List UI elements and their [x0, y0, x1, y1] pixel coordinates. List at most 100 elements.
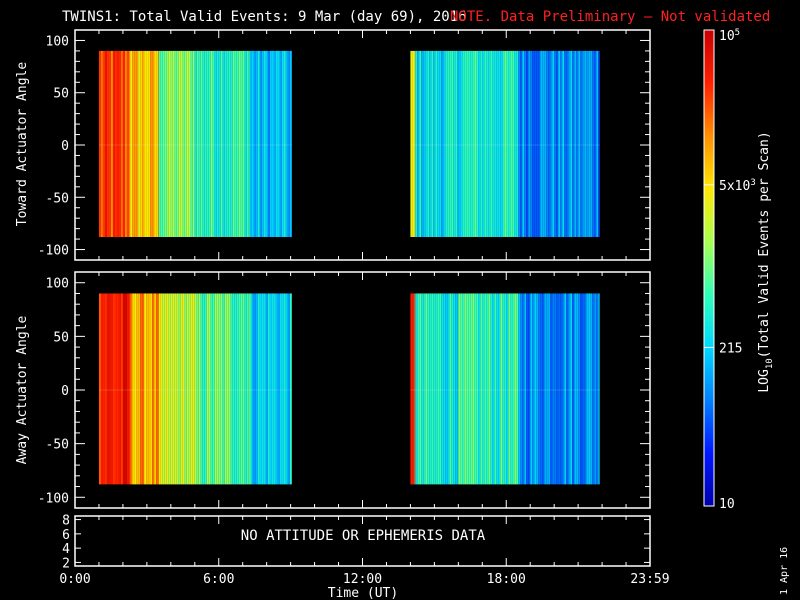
away-heatmap-column — [112, 293, 115, 485]
x-tick-label: 23:59 — [630, 572, 669, 587]
toward-heatmap-column — [242, 50, 245, 238]
away-heatmap-column — [156, 293, 159, 485]
toward-heatmap-column — [172, 50, 175, 238]
away-heatmap-column — [182, 293, 185, 485]
toward-heatmap-column — [578, 50, 581, 238]
toward-heatmap-column — [281, 50, 284, 238]
toward-heatmap-column — [150, 50, 153, 238]
away-heatmap-column — [564, 293, 567, 485]
away-heatmap-column — [427, 293, 430, 485]
toward-heatmap-column — [198, 50, 201, 238]
away-heatmap-column — [216, 293, 219, 485]
away-heatmap-column — [255, 293, 258, 485]
toward-heatmap-column — [580, 50, 583, 238]
toward-heatmap-column — [550, 50, 553, 238]
away-heatmap-column — [190, 293, 193, 485]
toward-heatmap-column — [526, 50, 529, 238]
toward-heatmap-column — [423, 50, 426, 238]
away-heatmap-column — [265, 293, 268, 485]
toward-heatmap-column — [466, 50, 469, 238]
away-heatmap-column — [492, 293, 495, 485]
toward-heatmap-column — [512, 50, 515, 238]
away-heatmap-column — [558, 293, 561, 485]
away-heatmap-column — [582, 293, 585, 485]
away-heatmap-column — [451, 293, 454, 485]
away-heatmap-column — [504, 293, 507, 485]
toward-heatmap-column — [496, 50, 499, 238]
toward-heatmap-column — [261, 50, 264, 238]
colorbar: 10 215 5x103 105 — [703, 28, 756, 512]
toward-heatmap-column — [208, 50, 211, 238]
away-heatmap-column — [238, 293, 241, 485]
toward-heatmap-column — [164, 50, 167, 238]
away-heatmap-column — [202, 293, 205, 485]
toward-heatmap-column — [128, 50, 131, 238]
toward-heatmap-column — [178, 50, 181, 238]
preliminary-warning: NOTE. Data Preliminary – Not validated — [450, 9, 770, 25]
toward-heatmap-column — [566, 50, 569, 238]
away-heatmap-column — [124, 293, 127, 485]
toward-heatmap-column — [114, 50, 117, 238]
away-heatmap-column — [532, 293, 535, 485]
away-heatmap-column — [206, 293, 209, 485]
toward-heatmap-column — [427, 50, 430, 238]
away-heatmap-column — [228, 293, 231, 485]
toward-heatmap-column — [528, 50, 531, 238]
away-heatmap-column — [287, 293, 290, 485]
away-heatmap-column — [172, 293, 175, 485]
toward-heatmap-column — [192, 50, 195, 238]
toward-heatmap-column — [160, 50, 163, 238]
toward-heatmap-column — [108, 50, 111, 238]
ephem-ytick-label: 6 — [62, 528, 70, 543]
away-heatmap-column — [460, 293, 463, 485]
away-heatmap-column — [474, 293, 477, 485]
toward-heatmap-column — [431, 50, 434, 238]
toward-heatmap-column — [514, 50, 517, 238]
toward-heatmap-column — [202, 50, 205, 238]
toward-heatmap-column — [269, 50, 272, 238]
toward-heatmap-column — [532, 50, 535, 238]
away-heatmap-column — [174, 293, 177, 485]
away-heatmap-column — [506, 293, 509, 485]
away-heatmap-column — [152, 293, 155, 485]
colorbar-tick-label: 105 — [719, 28, 740, 44]
toward-heatmap-column — [200, 50, 203, 238]
toward-heatmap-column — [582, 50, 585, 238]
away-heatmap-column — [588, 293, 591, 485]
away-heatmap-column — [136, 293, 139, 485]
toward-heatmap-column — [228, 50, 231, 238]
toward-heatmap-column — [188, 50, 191, 238]
toward-heatmap-column — [494, 50, 497, 238]
toward-heatmap-column — [433, 50, 436, 238]
away-heatmap-column — [279, 293, 282, 485]
toward-heatmap-column — [417, 50, 420, 238]
away-heatmap-column — [158, 293, 161, 485]
toward-heatmap-column — [439, 50, 442, 238]
toward-heatmap-column — [234, 50, 237, 238]
away-heatmap-column — [108, 293, 111, 485]
toward-heatmap-column — [540, 50, 543, 238]
away-heatmap-column — [116, 293, 119, 485]
toward-heatmap-column — [230, 50, 233, 238]
toward-heatmap-column — [596, 50, 599, 238]
toward-heatmap-column — [248, 50, 250, 238]
toward-heatmap-column — [458, 50, 461, 238]
away-heatmap-column — [178, 293, 181, 485]
toward-heatmap-column — [476, 50, 479, 238]
toward-ytick-label: -50 — [46, 191, 69, 206]
toward-heatmap-column — [415, 50, 418, 238]
toward-heatmap-column — [412, 50, 415, 238]
toward-heatmap-column — [263, 50, 266, 238]
away-heatmap-column — [458, 293, 461, 485]
toward-heatmap-column — [498, 50, 501, 238]
toward-heatmap-column — [180, 50, 183, 238]
toward-heatmap-column — [106, 50, 109, 238]
away-heatmap-column — [232, 293, 235, 485]
away-heatmap-column — [249, 293, 252, 485]
toward-heatmap-column — [510, 50, 513, 238]
toward-heatmap-column — [196, 50, 199, 238]
away-heatmap-column — [552, 293, 555, 485]
away-heatmap-column — [514, 293, 517, 485]
away-heatmap-column — [150, 293, 153, 485]
away-heatmap-column — [480, 293, 483, 485]
